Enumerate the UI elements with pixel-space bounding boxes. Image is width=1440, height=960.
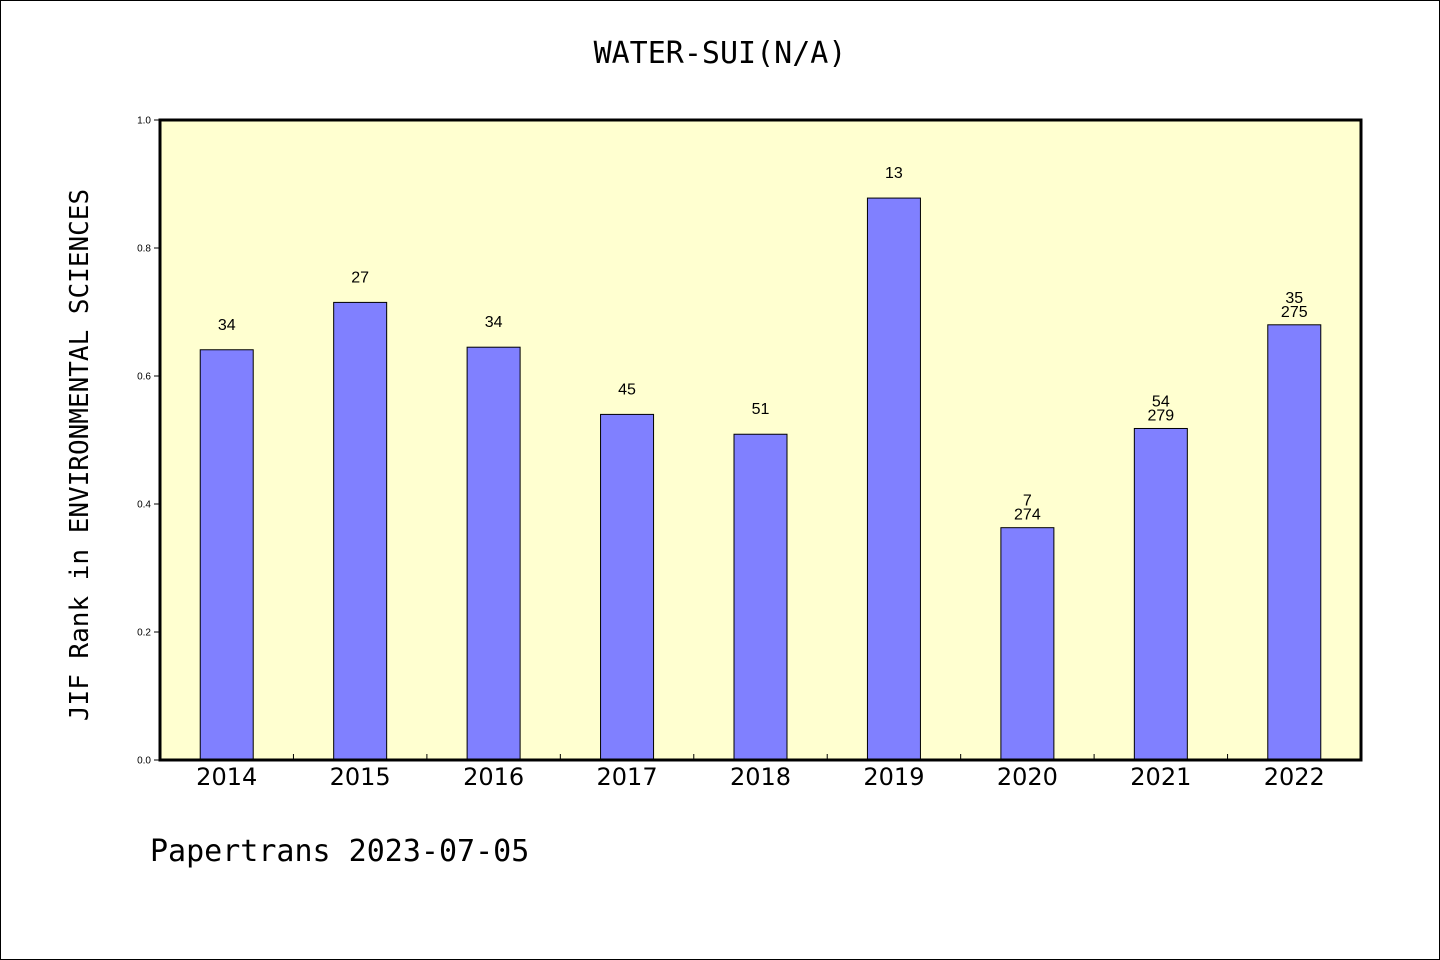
x-tick-label: 2017 bbox=[597, 763, 658, 791]
bar-2018 bbox=[733, 433, 788, 761]
x-tick-label: 2019 bbox=[863, 763, 924, 791]
bar-label: 51 bbox=[752, 401, 770, 418]
y-tick-label: 0.8 bbox=[137, 244, 151, 255]
bar-label: 7 bbox=[1023, 493, 1032, 510]
y-tick-label: 0.4 bbox=[137, 500, 151, 511]
bar-2022 bbox=[1267, 324, 1322, 761]
bar-label: 13 bbox=[885, 165, 903, 182]
bar-label: 27 bbox=[351, 269, 369, 286]
bar-label: 34 bbox=[218, 317, 236, 334]
bar-2019 bbox=[866, 197, 921, 761]
x-tick-label: 2015 bbox=[330, 763, 391, 791]
x-tick-label: 2016 bbox=[463, 763, 524, 791]
bar-2014 bbox=[199, 349, 254, 761]
bar-label: 279 bbox=[1147, 407, 1174, 424]
x-tick-label: 2014 bbox=[196, 763, 257, 791]
y-tick-label: 0.0 bbox=[137, 756, 151, 767]
bar-2017 bbox=[600, 413, 655, 761]
bar-label: 54 bbox=[1152, 393, 1170, 410]
bar-2016 bbox=[466, 346, 521, 761]
plot-border bbox=[158, 118, 1363, 762]
bar-label: 275 bbox=[1281, 304, 1308, 321]
bar-2021 bbox=[1133, 427, 1188, 761]
bar-label: 34 bbox=[485, 314, 503, 331]
x-tick-label: 2021 bbox=[1130, 763, 1191, 791]
x-tick-label: 2018 bbox=[730, 763, 791, 791]
bar-label: 35 bbox=[1285, 290, 1303, 307]
y-tick-label: 1.0 bbox=[137, 116, 151, 127]
x-tick-label: 2020 bbox=[997, 763, 1058, 791]
chart-title: WATER-SUI(N/A) bbox=[593, 36, 847, 71]
bar-2015 bbox=[333, 301, 388, 761]
bar-2020 bbox=[1000, 527, 1055, 761]
x-tick-label: 2022 bbox=[1264, 763, 1325, 791]
y-tick-label: 0.6 bbox=[137, 372, 151, 383]
footer-text: Papertrans 2023-07-05 bbox=[150, 834, 530, 869]
y-tick-label: 0.2 bbox=[137, 628, 151, 639]
bar-label: 45 bbox=[618, 381, 636, 398]
bar-label: 274 bbox=[1014, 507, 1041, 524]
